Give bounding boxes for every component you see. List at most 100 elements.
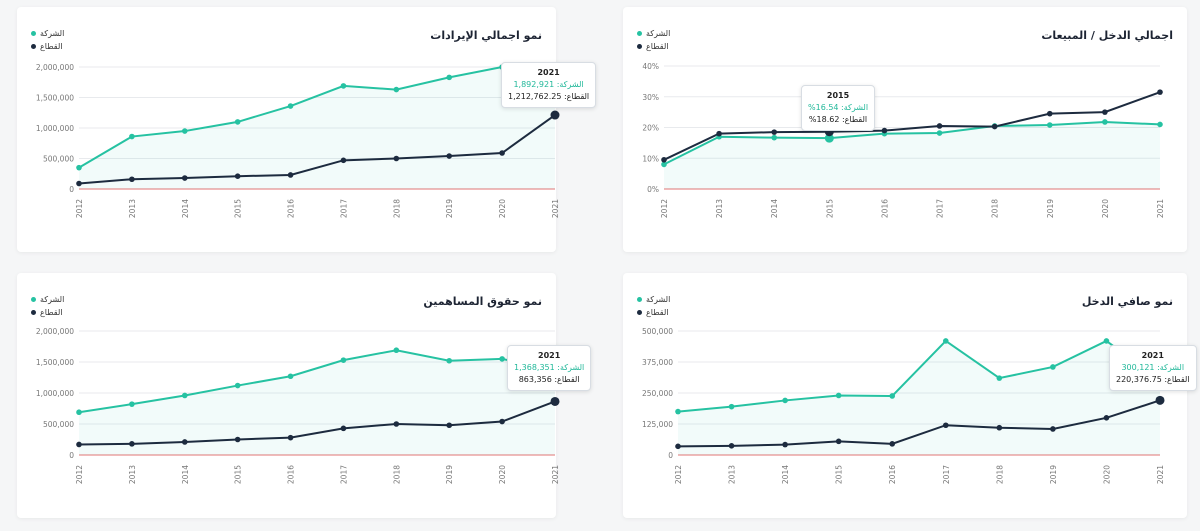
data-point-company [76, 409, 82, 416]
data-point-sector [889, 441, 896, 447]
data-point-company [1050, 364, 1056, 370]
data-point-company [287, 373, 294, 380]
data-point-sector [661, 156, 667, 163]
company-dot-icon [637, 297, 642, 302]
series-line-company [677, 339, 1161, 413]
area-fill [79, 350, 555, 455]
x-tick-label: 2018 [392, 465, 401, 484]
data-point-sector [181, 439, 188, 445]
y-tick-label: 0 [69, 185, 74, 194]
data-point-sector [234, 436, 241, 443]
x-tick-label: 2015 [835, 465, 844, 484]
data-point-sector [881, 127, 888, 134]
line-chart: 0 500,000 1,000,000 1,500,000 2,000,000 2012 2… [36, 63, 560, 218]
chart-legend: الشركة القطاع [31, 293, 64, 319]
x-tick-label: 2021 [1156, 465, 1165, 484]
data-point-company [446, 357, 453, 364]
x-tick-label: 2016 [287, 199, 296, 218]
sector-dot-icon [637, 310, 642, 315]
chart-title: نمو صافي الدخل [1081, 295, 1173, 308]
chart-title: نمو اجمالي الإيرادات [430, 29, 542, 42]
x-tick-label: 2013 [715, 199, 724, 218]
data-point-sector [550, 396, 560, 406]
x-tick-label: 2016 [287, 465, 296, 484]
data-point-sector [996, 424, 1003, 431]
company-dot-icon [31, 297, 36, 302]
data-point-sector [393, 155, 400, 162]
chart-tooltip: 2021 الشركة: 300,121 القطاع: 220,376.75 [1109, 345, 1197, 391]
legend-item-company[interactable]: الشركة [637, 293, 670, 306]
x-tick-label: 2020 [1101, 199, 1110, 218]
y-tick-label: 10% [642, 154, 659, 163]
sector-dot-icon [31, 44, 36, 49]
y-tick-label: 250,000 [642, 389, 673, 398]
x-tick-label: 2020 [498, 465, 507, 484]
legend-item-sector[interactable]: القطاع [637, 306, 670, 319]
legend-item-company[interactable]: الشركة [31, 293, 64, 306]
y-tick-label: 1,500,000 [36, 358, 74, 367]
data-point-company [782, 397, 788, 404]
data-point-company [1046, 122, 1053, 128]
chart-card-equity: نمو حقوق المساهمين الشركة القطاع 0 500,00… [17, 273, 592, 518]
legend-item-company[interactable]: الشركة [31, 27, 64, 40]
x-tick-label: 2014 [781, 465, 790, 484]
line-chart: 0 500,000 1,000,000 1,500,000 2,000,000 2012 2… [36, 327, 560, 484]
chart-card-revenue: نمو اجمالي الإيرادات الشركة القطاع 0 500,… [17, 7, 597, 252]
y-tick-label: 30% [642, 93, 659, 102]
y-tick-label: 500,000 [43, 420, 74, 429]
chart-card-net-income: نمو صافي الدخل الشركة القطاع 0 125,000 250… [623, 273, 1197, 518]
data-point-sector [1102, 109, 1108, 115]
data-point-sector [234, 173, 241, 179]
data-point-company [393, 86, 400, 93]
x-tick-label: 2012 [660, 199, 669, 218]
area-fill [664, 121, 1160, 189]
chart-title: نمو حقوق المساهمين [423, 295, 542, 308]
data-point-company [661, 161, 667, 168]
y-tick-label: 0% [647, 185, 659, 194]
data-point-company [1102, 119, 1108, 125]
x-tick-label: 2018 [995, 465, 1004, 484]
data-point-sector [76, 441, 82, 448]
data-point-company [181, 128, 188, 134]
data-point-sector [1155, 395, 1165, 405]
data-point-company [728, 403, 735, 410]
legend-item-sector[interactable]: القطاع [31, 306, 64, 319]
series-line-company [663, 120, 1161, 166]
company-dot-icon [31, 31, 36, 36]
data-point-sector [446, 153, 453, 159]
company-dot-icon [637, 31, 642, 36]
x-tick-label: 2014 [770, 199, 779, 218]
data-point-company [942, 338, 949, 344]
series-line-sector [663, 91, 1161, 161]
x-tick-label: 2019 [445, 199, 454, 218]
data-point-sector [942, 422, 949, 429]
x-tick-label: 2016 [880, 199, 889, 218]
data-point-sector [393, 421, 400, 427]
series-line-sector [677, 399, 1161, 448]
x-tick-label: 2021 [1156, 199, 1165, 218]
x-tick-label: 2017 [936, 199, 945, 218]
x-tick-label: 2013 [128, 465, 137, 484]
data-point-company [234, 119, 241, 125]
data-point-company [936, 130, 943, 136]
data-point-sector [728, 443, 735, 449]
x-tick-label: 2019 [1049, 465, 1058, 484]
x-tick-label: 2017 [339, 465, 348, 484]
legend-item-sector[interactable]: القطاع [31, 40, 64, 53]
data-point-company [889, 393, 896, 399]
x-tick-label: 2017 [339, 199, 348, 218]
y-tick-label: 1,000,000 [36, 389, 74, 398]
data-point-company [129, 401, 135, 407]
series-line-sector [78, 114, 556, 185]
data-point-sector [835, 438, 842, 445]
legend-item-sector[interactable]: القطاع [637, 40, 670, 53]
data-point-sector [771, 129, 778, 135]
x-tick-label: 2012 [75, 199, 84, 218]
chart-legend: الشركة القطاع [637, 293, 670, 319]
data-point-sector [991, 123, 998, 130]
x-tick-label: 2012 [75, 465, 84, 484]
x-tick-label: 2021 [551, 465, 560, 484]
legend-item-company[interactable]: الشركة [637, 27, 670, 40]
chart-legend: الشركة القطاع [31, 27, 64, 53]
data-point-sector [675, 443, 681, 450]
